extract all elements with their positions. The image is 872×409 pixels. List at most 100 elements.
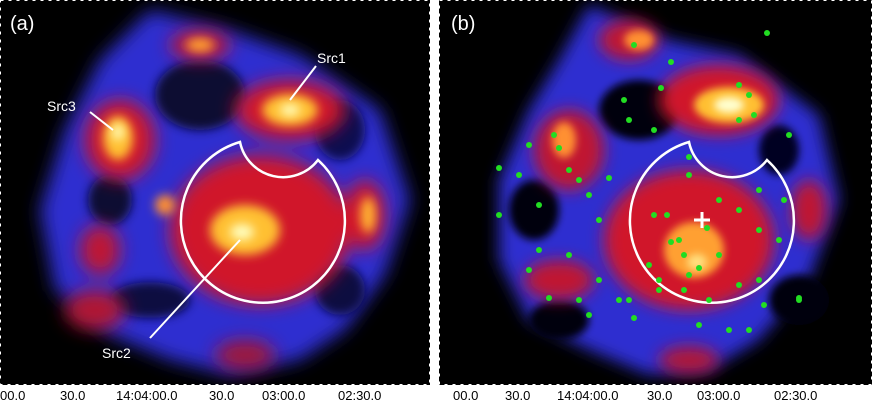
y-tick-label: 15:00.0 (441, 294, 456, 338)
y-tick-label: 25:00.0 (441, 143, 456, 187)
point-source (576, 297, 582, 303)
point-source (706, 297, 712, 303)
y-tick-label: 30:00.0 (441, 60, 456, 104)
center-cross-marker (694, 212, 710, 228)
point-source (651, 212, 657, 218)
point-source (786, 132, 792, 138)
point-source (716, 197, 722, 203)
point-source (696, 265, 702, 271)
point-source (781, 197, 787, 203)
point-source (736, 207, 742, 213)
point-source (551, 132, 557, 138)
panel-a: (a) Src1 Src2 Src3 30:00.0 25:00.0 54:20… (0, 0, 430, 409)
point-source (536, 247, 542, 253)
src3-label: Src3 (47, 98, 76, 114)
point-source (681, 287, 687, 293)
point-source (516, 172, 522, 178)
point-source (746, 327, 752, 333)
point-sources (496, 30, 802, 333)
x-tick-label: 00.0 (453, 388, 479, 403)
src2-label: Src2 (102, 345, 131, 361)
point-source (576, 177, 582, 183)
point-source (646, 262, 652, 268)
point-source (756, 277, 762, 283)
point-source (566, 252, 572, 258)
panel-label: (b) (451, 13, 475, 35)
point-source (668, 59, 674, 65)
point-source (656, 287, 662, 293)
point-source (656, 277, 662, 283)
point-source (681, 252, 687, 258)
point-source (756, 227, 762, 233)
point-source (586, 312, 592, 318)
point-source (776, 237, 782, 243)
point-source (566, 167, 572, 173)
x-tick-label: 03:00.0 (697, 388, 741, 403)
x-tick-label: 30.0 (647, 388, 673, 403)
src2-pointer (149, 239, 241, 339)
x-tick-label: 03:00.0 (262, 388, 306, 403)
point-source (586, 192, 592, 198)
point-source (631, 42, 637, 48)
point-source (496, 212, 502, 218)
x-tick-label: 00.0 (0, 388, 26, 403)
x-tick-label: 02:30.0 (774, 388, 818, 403)
y-tick-label: 54:20:00.0 (441, 208, 456, 270)
point-source (736, 82, 742, 88)
x-tick-label: 14:04:00.0 (557, 388, 619, 403)
point-source (751, 112, 757, 118)
point-source (596, 217, 602, 223)
point-source (631, 315, 637, 321)
point-source (764, 30, 770, 36)
x-tick-label: 30.0 (209, 388, 235, 403)
point-source (651, 127, 657, 133)
xray-image-a: (a) Src1 Src2 Src3 (0, 0, 430, 385)
point-source (686, 154, 692, 160)
x-tick-label: 30.0 (505, 388, 531, 403)
x-tick-label: 14:04:00.0 (116, 388, 178, 403)
peak-emission (112, 104, 300, 240)
point-source (526, 142, 532, 148)
panel-label: (a) (10, 13, 34, 35)
image-frame (0, 0, 430, 385)
src1-pointer (289, 65, 317, 101)
point-source (496, 165, 502, 171)
src1-label: Src1 (317, 50, 346, 66)
point-source (626, 297, 632, 303)
x-tick-label: 30.0 (60, 388, 86, 403)
point-source (658, 85, 664, 91)
y-tick-label: 25:00.0 (2, 143, 17, 187)
point-source (746, 92, 752, 98)
point-source (606, 175, 612, 181)
y-tick-label: 54:20:00.0 (2, 208, 17, 270)
point-source (716, 252, 722, 258)
peak-emission (687, 97, 744, 270)
point-source (761, 302, 767, 308)
point-source (756, 187, 762, 193)
point-source (686, 272, 692, 278)
point-source (726, 327, 732, 333)
point-source (736, 282, 742, 288)
panel-b: (b) 30:00.0 25:00.0 54:20:00.0 15:00.0 0… (439, 0, 872, 409)
point-source (526, 267, 532, 273)
x-tick-label: 02:30.0 (338, 388, 382, 403)
extraction-region (628, 140, 796, 304)
point-source (796, 297, 802, 303)
point-source (556, 145, 562, 151)
src3-pointer (89, 111, 114, 131)
y-tick-label: 30:00.0 (2, 60, 17, 104)
point-source (664, 212, 670, 218)
point-source (696, 322, 702, 328)
xray-image-b: (b) (439, 0, 872, 385)
point-source (596, 277, 602, 283)
point-source (616, 297, 622, 303)
point-source (621, 97, 627, 103)
point-source (686, 172, 692, 178)
point-source (546, 295, 552, 301)
y-tick-label: 15:00.0 (2, 294, 17, 338)
point-source (676, 237, 682, 243)
point-source (668, 239, 674, 245)
point-source (626, 117, 632, 123)
point-source (736, 117, 742, 123)
point-source (536, 202, 542, 208)
